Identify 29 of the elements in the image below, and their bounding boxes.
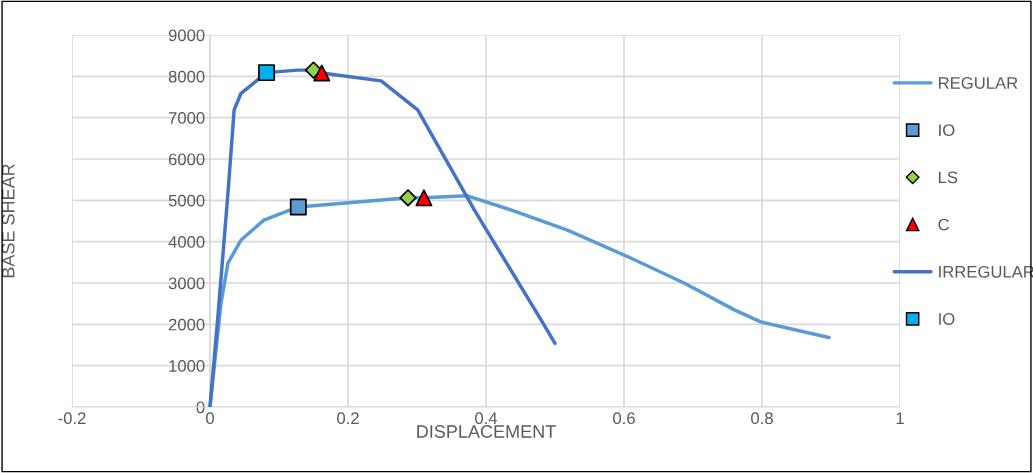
point	[313, 64, 331, 82]
x-tick-label: 0.6	[613, 412, 635, 425]
point	[258, 64, 276, 82]
y-tick-label: 3000	[168, 277, 205, 290]
y-tick-label: 4000	[168, 236, 205, 248]
legend-label: IO	[939, 124, 955, 137]
x-axis-title: DISPLACEMENT	[417, 425, 556, 438]
y-tick-label: 9000	[168, 29, 205, 42]
y-tick-label: 8000	[168, 70, 205, 83]
legend-label: C	[938, 218, 950, 231]
y-tick-label: 6000	[168, 153, 205, 166]
point	[289, 198, 307, 216]
legend-label: IO	[939, 313, 955, 325]
legend-label: LS	[939, 171, 958, 184]
x-tick-label: 0.8	[751, 412, 773, 425]
x-tick-label: 0.2	[337, 412, 359, 425]
y-tick-label: 5000	[168, 194, 205, 207]
y-tick-label: 0	[196, 401, 205, 414]
x-tick-label: 1	[896, 412, 904, 424]
x-tick-label: 0	[206, 412, 214, 425]
legend-label: REGULAR	[939, 77, 1018, 89]
point	[399, 189, 417, 207]
y-axis-title: BASE SHEAR	[1, 164, 15, 278]
y-tick-label: 2000	[168, 318, 205, 331]
x-tick-label: 0.4	[475, 412, 498, 425]
point	[415, 189, 433, 207]
y-tick-label: 7000	[168, 112, 205, 124]
x-tick-label: -0.2	[58, 412, 86, 425]
y-tick-label: 1000	[169, 360, 205, 372]
